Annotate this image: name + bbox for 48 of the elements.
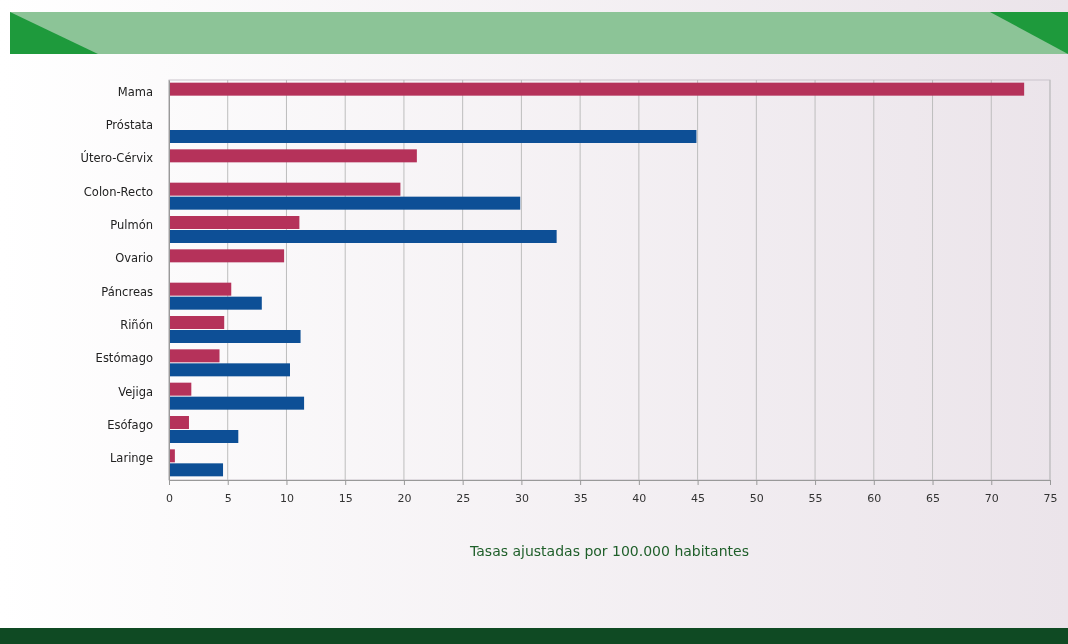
bar [169,363,290,377]
y-tick-label: Pulmón [110,217,153,232]
x-axis-title: Tasas ajustadas por 100.000 habitantes [469,543,749,559]
bar [169,316,225,329]
bar [169,230,557,243]
bar [169,149,417,163]
y-tick-label: Esófago [107,417,153,432]
bar [169,430,239,443]
x-tick-label: 0 [166,492,173,506]
x-tick-label: 45 [691,492,706,506]
x-tick-label: 70 [984,492,999,506]
y-tick-label: Colon-Recto [83,184,153,199]
y-tick-label: Vejiga [118,384,153,399]
y-tick-label: Laringe [109,451,153,466]
x-tick-label: 75 [1043,492,1058,506]
bar [169,382,192,396]
y-tick-label: Próstata [105,117,153,132]
x-tick-label: 30 [514,492,529,506]
bar [169,349,220,363]
bar [169,396,305,410]
x-tick-label: 5 [224,492,232,506]
bar [169,182,401,196]
y-tick-label: Útero-Cérvix [80,150,154,166]
x-tick-label: 35 [573,492,588,506]
bar [169,216,300,229]
x-tick-label: 65 [926,492,941,506]
x-tick-label: 55 [808,492,823,506]
y-tick-label: Mama [117,84,153,99]
bar [169,130,697,143]
bar [169,463,224,477]
bar [169,330,301,343]
bar [169,82,1025,96]
y-tick-label: Ovario [115,251,153,266]
bar [169,296,262,310]
y-tick-label: Páncreas [101,284,153,299]
y-tick-label: Estómago [95,351,153,366]
x-tick-label: 60 [867,492,882,506]
bar [169,416,189,429]
x-tick-label: 15 [338,492,353,506]
x-tick-label: 50 [749,492,764,506]
x-tick-label: 25 [456,492,471,506]
x-tick-label: 40 [632,492,647,506]
bar [169,249,285,263]
bar [169,282,232,296]
x-tick-label: 20 [397,492,412,506]
x-tick-label: 10 [279,492,294,506]
bar [169,196,521,210]
y-tick-label: Riñón [120,317,153,332]
